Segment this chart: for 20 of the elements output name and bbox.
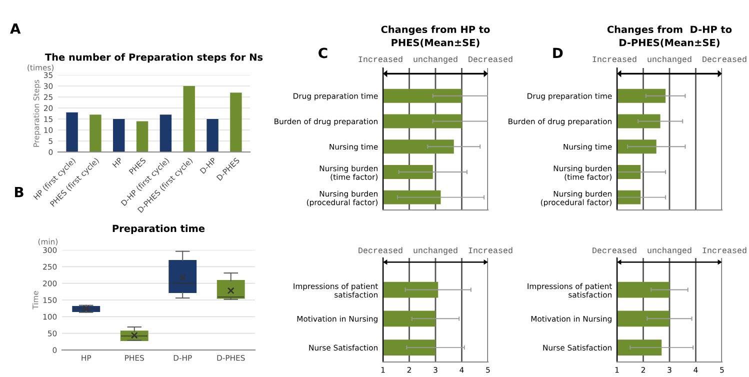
text: B [15, 186, 24, 198]
chart-subtitle: Decreased unchanged Increased [592, 247, 746, 255]
bar [183, 86, 195, 152]
bar [113, 119, 125, 152]
bar [206, 119, 218, 152]
chart-title: The number of Preparation steps for Ns [45, 53, 263, 63]
chart-subtitle: Increased unchanged Decreased [592, 56, 746, 64]
bar [160, 114, 172, 152]
text: C [318, 48, 328, 58]
chart-title: Preparation time [112, 224, 205, 234]
bar [90, 114, 102, 152]
bar [66, 112, 78, 152]
text: D [553, 48, 563, 58]
chart-title: Changes from D-HP to D-PHES(Mean±SE) [607, 26, 732, 48]
text: A [10, 23, 21, 34]
chart-title: Changes from HP to PHES(Mean±SE) [381, 26, 490, 48]
bar [230, 92, 242, 152]
chart-subtitle: Decreased unchanged Increased [358, 247, 512, 255]
bar [136, 121, 148, 152]
chart-subtitle: Increased unchanged Decreased [358, 56, 512, 64]
